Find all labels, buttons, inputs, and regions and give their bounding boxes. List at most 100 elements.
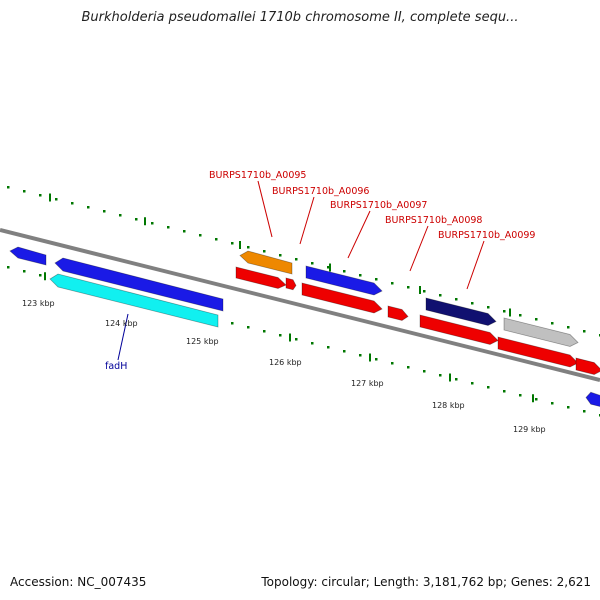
track-dot bbox=[279, 334, 282, 337]
track-dot bbox=[455, 378, 458, 381]
track-dot bbox=[439, 294, 442, 297]
gene-label[interactable]: BURPS1710b_A0096 bbox=[272, 186, 369, 197]
track-dot bbox=[583, 330, 586, 333]
track-dot bbox=[503, 310, 506, 313]
track-dot bbox=[183, 230, 186, 233]
track-dot bbox=[263, 330, 266, 333]
gene-red-5[interactable] bbox=[419, 314, 499, 345]
scale-label: 125 kbp bbox=[186, 337, 219, 346]
gene-red-3[interactable] bbox=[301, 282, 383, 314]
track-dot bbox=[567, 406, 570, 409]
track-dot bbox=[455, 298, 458, 301]
track-dot bbox=[343, 270, 346, 273]
track-dot bbox=[391, 282, 394, 285]
track-dot bbox=[487, 386, 490, 389]
track-dot bbox=[7, 266, 10, 269]
track-dot bbox=[23, 270, 26, 273]
gene-features bbox=[9, 246, 600, 407]
track-dot bbox=[279, 254, 282, 257]
gene-blue-4[interactable] bbox=[585, 391, 600, 407]
track-dot bbox=[55, 198, 58, 201]
track-dot bbox=[471, 382, 474, 385]
scale-label: 124 kbp bbox=[105, 319, 138, 328]
track-dot bbox=[327, 266, 330, 269]
gene-label[interactable]: BURPS1710b_A0098 bbox=[385, 215, 482, 226]
gene-gray[interactable] bbox=[503, 317, 579, 347]
track-dot bbox=[535, 318, 538, 321]
track-dot bbox=[199, 234, 202, 237]
track-dot bbox=[39, 194, 42, 197]
gene-red-6[interactable] bbox=[497, 336, 579, 368]
track-dot bbox=[231, 242, 234, 245]
track-dot bbox=[247, 246, 250, 249]
track-dot bbox=[375, 278, 378, 281]
track-dot bbox=[343, 350, 346, 353]
track-dot bbox=[375, 358, 378, 361]
track-dot bbox=[231, 322, 234, 325]
track-dot bbox=[151, 222, 154, 225]
leader-line bbox=[117, 313, 129, 361]
gene-red-1[interactable] bbox=[235, 266, 287, 289]
gene-blue-2[interactable] bbox=[54, 257, 224, 312]
track-dot bbox=[423, 370, 426, 373]
track-dot bbox=[551, 322, 554, 325]
label-leader-lines bbox=[117, 180, 485, 361]
gene-navy[interactable] bbox=[425, 297, 497, 326]
track-dot bbox=[519, 314, 522, 317]
accession-text: Accession: NC_007435 bbox=[10, 575, 147, 589]
track-dot bbox=[551, 402, 554, 405]
track-dot bbox=[567, 326, 570, 329]
scale-label: 128 kbp bbox=[432, 401, 465, 410]
gene-labels: BURPS1710b_A0095 BURPS1710b_A0096 BURPS171… bbox=[105, 170, 535, 372]
leader-line bbox=[257, 180, 273, 238]
track-dot bbox=[359, 354, 362, 357]
gene-orange[interactable] bbox=[239, 250, 293, 275]
track-dot bbox=[39, 274, 42, 277]
gene-label[interactable]: BURPS1710b_A0099 bbox=[438, 230, 535, 241]
track-dot bbox=[503, 390, 506, 393]
track-dot bbox=[247, 326, 250, 329]
scale-label: 126 kbp bbox=[269, 358, 302, 367]
gene-blue-1[interactable] bbox=[9, 246, 47, 266]
track-dot bbox=[359, 274, 362, 277]
outer-dotted-track bbox=[7, 186, 600, 337]
track-dot bbox=[439, 374, 442, 377]
track-dot bbox=[487, 306, 490, 309]
track-dot bbox=[519, 394, 522, 397]
track-dot bbox=[583, 410, 586, 413]
genome-summary-text: Topology: circular; Length: 3,181,762 bp… bbox=[261, 575, 591, 589]
scale-labels: 123 kbp 124 kbp 125 kbp 126 kbp 127 kbp 128 k… bbox=[22, 299, 546, 434]
gene-red-2[interactable] bbox=[285, 277, 297, 291]
track-dot bbox=[327, 346, 330, 349]
leader-line bbox=[466, 240, 485, 290]
scale-label: 129 kbp bbox=[513, 425, 546, 434]
gene-label[interactable]: BURPS1710b_A0097 bbox=[330, 200, 427, 211]
track-dot bbox=[215, 238, 218, 241]
track-dot bbox=[23, 190, 26, 193]
track-dot bbox=[407, 286, 410, 289]
track-dot bbox=[71, 202, 74, 205]
gene-cyan[interactable] bbox=[49, 273, 219, 328]
gene-red-4[interactable] bbox=[387, 305, 409, 321]
gene-blue-3[interactable] bbox=[305, 265, 383, 296]
track-dot bbox=[311, 262, 314, 265]
track-dot bbox=[135, 218, 138, 221]
track-dot bbox=[311, 342, 314, 345]
track-dot bbox=[391, 362, 394, 365]
track-dot bbox=[535, 398, 538, 401]
leader-line bbox=[409, 225, 429, 272]
map-title: Burkholderia pseudomallei 1710b chromoso… bbox=[81, 10, 519, 25]
leader-line bbox=[299, 196, 315, 245]
track-dot bbox=[7, 186, 10, 189]
track-dot bbox=[423, 290, 426, 293]
gene-label[interactable]: fadH bbox=[105, 361, 127, 372]
gene-label[interactable]: BURPS1710b_A0095 bbox=[209, 170, 306, 181]
gene-red-7[interactable] bbox=[575, 357, 600, 375]
track-dot bbox=[407, 366, 410, 369]
track-dot bbox=[471, 302, 474, 305]
track-dot bbox=[295, 338, 298, 341]
leader-line bbox=[347, 210, 371, 259]
track-dot bbox=[87, 206, 90, 209]
track-dot bbox=[263, 250, 266, 253]
